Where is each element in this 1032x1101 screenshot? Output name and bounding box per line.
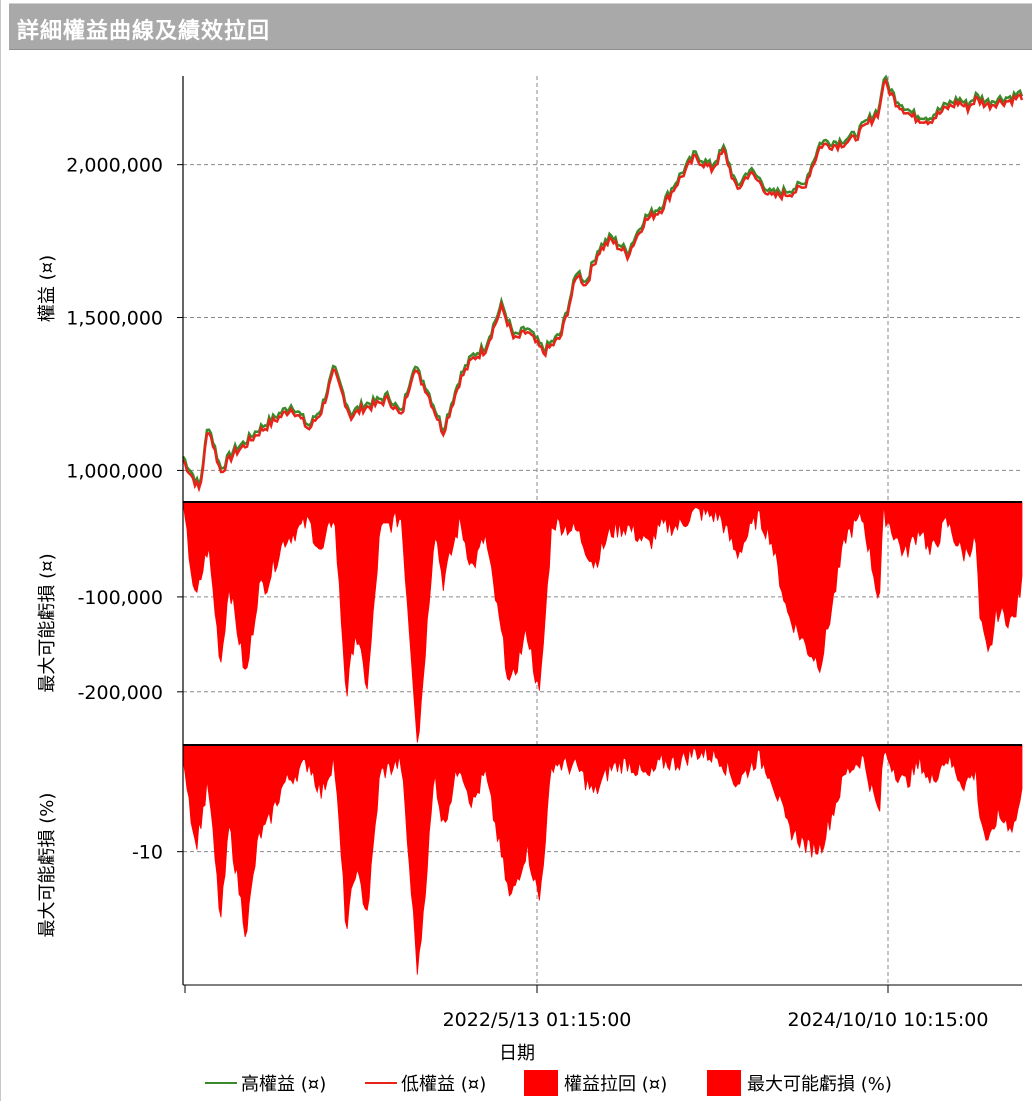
high-equity-line	[181, 74, 1024, 489]
legend-box-swatch	[524, 1070, 558, 1096]
x-tick-label: 2022/5/13 01:15:00	[443, 1009, 632, 1031]
y-axis-label: 權益 (¤)	[37, 255, 58, 322]
legend-label: 低權益 (¤)	[401, 1074, 487, 1095]
y-tick-label: 1,000,000	[66, 460, 163, 482]
legend-line-swatch-green	[205, 1082, 237, 1084]
x-axis-label: 日期	[499, 1043, 535, 1064]
legend-item-high-equity: 高權益 (¤)	[205, 1070, 326, 1096]
legend-item-drawdown-percent: 最大可能虧損 (%)	[707, 1070, 892, 1096]
legend-box-swatch	[707, 1070, 741, 1096]
low-equity-line	[181, 77, 1024, 493]
y-axis-label: 最大可能虧損 (¤)	[37, 553, 58, 692]
legend-label: 權益拉回 (¤)	[564, 1074, 668, 1095]
y-axis-label: 最大可能虧損 (%)	[37, 793, 58, 938]
x-tick-label: 2024/10/10 10:15:00	[788, 1009, 989, 1031]
drawdown-amount-area	[182, 501, 1023, 743]
title-bar: 詳細權益曲線及績效拉回	[9, 3, 1032, 50]
y-tick-label: 2,000,000	[66, 155, 163, 177]
y-tick-label: 1,500,000	[66, 308, 163, 330]
drawdown-percent-area	[182, 744, 1023, 975]
window-title: 詳細權益曲線及績效拉回	[17, 19, 271, 44]
y-tick-label: -10	[132, 842, 163, 864]
legend-label: 高權益 (¤)	[241, 1074, 327, 1095]
y-tick-label: -100,000	[78, 587, 163, 609]
chart-legend: 高權益 (¤) 低權益 (¤) 權益拉回 (¤) 最大可能虧損 (%)	[1, 1068, 1032, 1098]
legend-label: 最大可能虧損 (%)	[747, 1074, 892, 1095]
legend-item-low-equity: 低權益 (¤)	[365, 1070, 486, 1096]
legend-line-swatch-red	[365, 1082, 397, 1084]
y-tick-label: -200,000	[78, 682, 163, 704]
legend-item-drawdown-amount: 權益拉回 (¤)	[524, 1070, 667, 1096]
